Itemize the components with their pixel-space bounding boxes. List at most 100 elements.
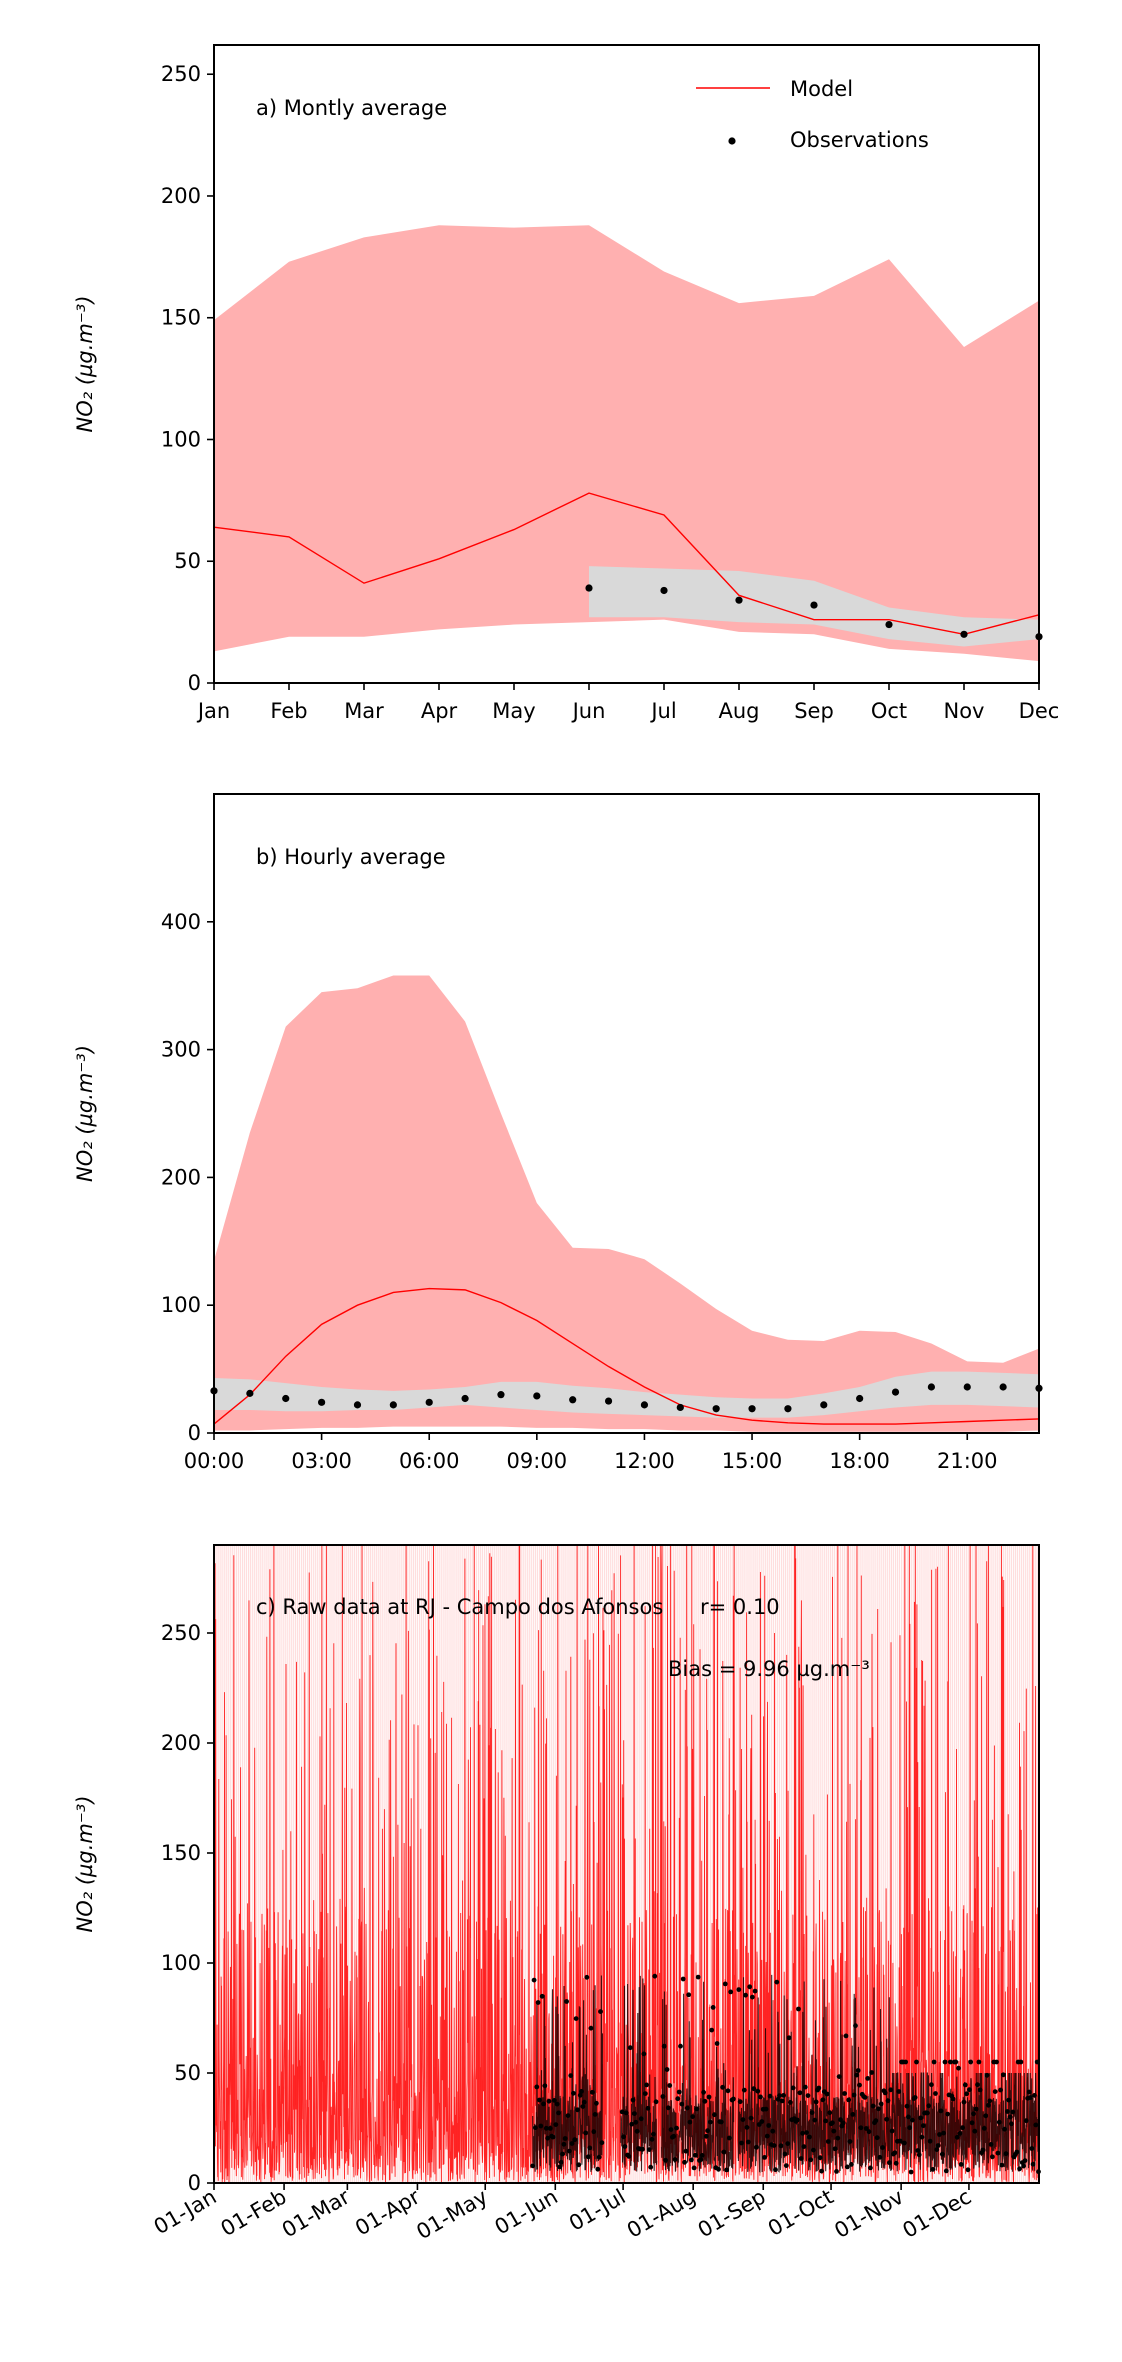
observation-point (854, 2072, 860, 2078)
observation-point (714, 2041, 720, 2046)
observation-point (565, 2113, 571, 2119)
observation-point (674, 2125, 679, 2131)
x-tick-label: 01-Feb (217, 2185, 291, 2242)
observation-point (623, 2110, 629, 2116)
observation-point (1022, 2158, 1028, 2164)
observation-point (553, 2122, 559, 2128)
observation-point (842, 2091, 847, 2096)
x-tick-label: 03:00 (291, 1449, 352, 1473)
observation-point (956, 2065, 961, 2071)
observation-point (557, 2164, 563, 2170)
observation-point (538, 2123, 544, 2129)
observation-point (702, 2098, 708, 2104)
observation-point (752, 1988, 758, 1994)
observation-point (897, 2138, 903, 2144)
observation-point (853, 2023, 858, 2029)
observation-point (967, 2087, 972, 2093)
observation-point (754, 2144, 759, 2150)
observation-point (809, 2110, 815, 2116)
observation-point (533, 1392, 541, 1400)
observation-point (836, 2074, 842, 2080)
observation-point (722, 1981, 728, 1987)
observation-point (869, 2070, 875, 2075)
observation-point (840, 2120, 846, 2126)
observation-point (801, 2144, 807, 2150)
observation-point (651, 2131, 656, 2137)
observation-point (763, 2106, 769, 2112)
observation-point (663, 2157, 668, 2163)
observation-point (581, 2099, 587, 2105)
observation-point (935, 2143, 941, 2148)
observation-point (706, 2094, 712, 2100)
observation-point (535, 2000, 541, 2005)
observation-point (282, 1394, 290, 1403)
x-tick-label: 01-Jan (150, 2185, 221, 2240)
observation-point (996, 2119, 1002, 2125)
observation-point (630, 2097, 636, 2103)
observation-point (855, 2068, 861, 2073)
observation-point (735, 596, 743, 604)
observation-point (353, 1401, 362, 1409)
observation-point (747, 1984, 753, 1990)
x-tick-label: Feb (270, 699, 307, 723)
observation-point (546, 2098, 552, 2104)
observation-point (652, 1973, 658, 1979)
observation-point (797, 2090, 803, 2096)
observation-point (976, 2059, 982, 2065)
observation-point (819, 2168, 824, 2174)
observation-point (739, 2140, 744, 2146)
observation-point (1028, 2095, 1033, 2100)
observation-point (569, 1396, 577, 1404)
observation-point (785, 2141, 791, 2147)
observation-point (683, 2148, 689, 2154)
observation-point (726, 2135, 732, 2141)
observation-point (794, 2117, 800, 2123)
x-tick-label: Oct (871, 699, 907, 723)
observation-point (995, 2150, 1001, 2156)
observation-point (790, 2085, 796, 2091)
observation-point (682, 2159, 687, 2165)
observation-point (699, 2153, 705, 2158)
observation-point (817, 2155, 823, 2161)
observation-point (835, 2135, 841, 2141)
y-tick-label: 250 (161, 1621, 201, 1645)
observation-point (767, 2093, 773, 2099)
observation-point (571, 2090, 576, 2096)
observation-point (927, 2138, 933, 2144)
observation-point (888, 2087, 894, 2093)
observation-point (680, 1976, 686, 1982)
panel-b-hourly-average: 00:00 03:00 06:00 09:00 12:00 15:00 18:00 21:00… (73, 793, 1043, 1473)
observation-point (896, 2089, 902, 2094)
observation-point (960, 630, 968, 638)
x-tick-label: 01-Oct (764, 2185, 838, 2241)
observation-point (640, 1401, 649, 1409)
observation-point (885, 620, 893, 629)
y-tick-label: 300 (161, 1038, 201, 1062)
observation-point (968, 2059, 974, 2065)
observation-point (588, 2025, 594, 2031)
observation-point (716, 2166, 721, 2172)
y-tick-label: 50 (174, 2061, 201, 2085)
observation-point (668, 2127, 674, 2133)
observation-hourly-line (532, 1974, 1040, 2173)
observation-point (1009, 2121, 1014, 2127)
observation-point (661, 2043, 667, 2049)
observation-point (880, 2145, 885, 2150)
observation-point (642, 2091, 648, 2097)
observation-point (596, 2154, 602, 2160)
observation-point (824, 2091, 830, 2097)
x-tick-label: 01-Aug (623, 2185, 700, 2243)
observation-point (672, 2157, 678, 2162)
observation-point (594, 2100, 599, 2106)
x-tick-label: 01-Apr (351, 2184, 424, 2240)
observation-point (744, 2125, 750, 2130)
axes-frame (213, 44, 1040, 684)
observation-point (748, 2115, 754, 2121)
observation-point (912, 2095, 918, 2100)
observation-point (781, 2093, 786, 2098)
observation-point (827, 2110, 833, 2116)
observation-point (766, 2123, 772, 2128)
observation-point (691, 2165, 697, 2171)
observation-point (542, 2083, 548, 2089)
